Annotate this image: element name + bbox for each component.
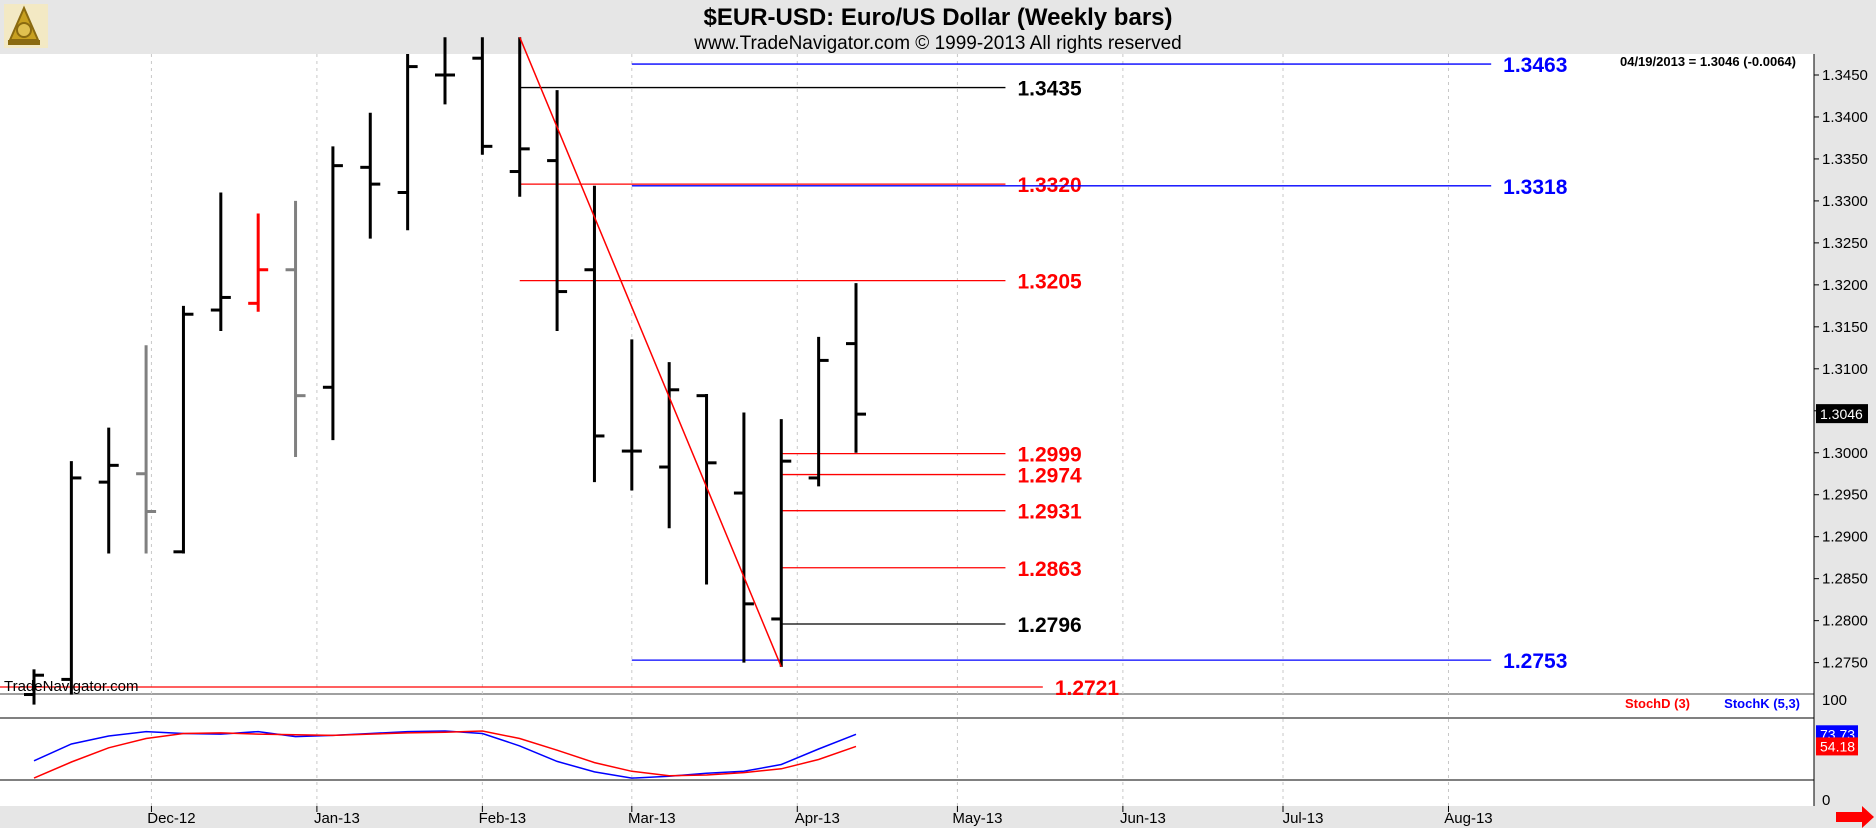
price-tick-label: 1.3400 <box>1822 109 1868 126</box>
month-label: Jun-13 <box>1120 810 1166 827</box>
level-label: 1.3318 <box>1503 176 1568 199</box>
ohlc-bar <box>621 339 642 491</box>
logo-icon <box>4 4 48 48</box>
price-tick-label: 1.3200 <box>1822 277 1868 294</box>
stoch-line <box>33 730 857 779</box>
ohlc-bar <box>547 90 568 332</box>
last-quote-label: 04/19/2013 = 1.3046 (-0.0064) <box>1620 54 1796 69</box>
date-axis: Dec-12 Jan-13 Feb-13 Mar-13 Apr-13 May-13 Jun-… <box>147 806 1493 827</box>
month-label: Mar-13 <box>628 810 676 827</box>
ohlc-bar <box>659 362 680 529</box>
right-axis-background <box>1814 54 1876 806</box>
price-tick-label: 1.3100 <box>1822 361 1868 378</box>
ohlc-bar <box>322 146 343 441</box>
price-tick-label: 1.3450 <box>1822 67 1868 84</box>
ohlc-bar <box>435 37 455 105</box>
price-tick-label: 1.3150 <box>1822 319 1868 336</box>
ohlc-bar <box>285 200 306 457</box>
last-price-badge <box>1816 404 1868 424</box>
level-label: 1.2863 <box>1017 558 1081 581</box>
ohlc-bar <box>808 336 829 487</box>
level-label: 1.2796 <box>1017 614 1081 637</box>
level-label: 1.3435 <box>1017 78 1082 101</box>
ohlc-bar <box>248 213 269 312</box>
chart-subtitle: www.TradeNavigator.com © 1999-2013 All r… <box>693 33 1181 54</box>
stoch-line <box>33 730 857 779</box>
last-price-label: 1.3046 <box>1820 406 1863 422</box>
price-tick-label: 1.3000 <box>1822 445 1868 462</box>
ohlc-bar <box>210 192 231 332</box>
price-tick-label: 1.2950 <box>1822 487 1868 504</box>
ohlc-bar <box>397 54 418 231</box>
ohlc-bar <box>173 305 194 554</box>
level-label: 1.2721 <box>1055 677 1120 700</box>
stoch-legend-label: StochK (5,3) <box>1724 696 1800 711</box>
level-label: 1.2999 <box>1017 444 1081 467</box>
level-label: 1.2931 <box>1017 501 1082 524</box>
ohlc-bar <box>136 345 157 554</box>
month-label: Jan-13 <box>314 810 360 827</box>
stoch-tick-label: 100 <box>1822 692 1847 709</box>
month-label: Dec-12 <box>147 810 195 827</box>
ohlc-bar <box>98 427 119 554</box>
price-tick-label: 1.2750 <box>1822 655 1868 672</box>
ohlc-bars <box>24 37 866 705</box>
chart-title: $EUR-USD: Euro/US Dollar (Weekly bars) <box>704 4 1173 31</box>
level-label: 1.3205 <box>1017 271 1082 294</box>
ohlc-bar <box>584 185 605 483</box>
price-tick-label: 1.3350 <box>1822 151 1868 168</box>
ohlc-bar <box>771 419 792 667</box>
ohlc-bar <box>509 37 530 197</box>
ohlc-bar <box>696 393 717 585</box>
price-axis: 1.2750 1.2800 1.2850 1.2900 1.2950 1.3000 1.30… <box>1813 54 1868 806</box>
ohlc-bar <box>472 37 493 155</box>
month-label: Jul-13 <box>1283 810 1324 827</box>
price-tick-label: 1.2800 <box>1822 613 1868 630</box>
level-label: 1.2974 <box>1017 465 1082 488</box>
price-panel <box>0 54 1814 692</box>
scroll-right-arrow-icon[interactable] <box>1836 806 1874 828</box>
month-label: Feb-13 <box>479 810 527 827</box>
price-tick-label: 1.2900 <box>1822 529 1868 546</box>
header-background <box>0 0 1876 54</box>
stoch-value-badge <box>1816 737 1858 756</box>
stoch-tick-label: 0 <box>1822 792 1830 809</box>
price-tick-label: 1.3300 <box>1822 193 1868 210</box>
month-label: Apr-13 <box>795 810 840 827</box>
price-tick-label: 1.2850 <box>1822 571 1868 588</box>
trendline <box>519 36 782 668</box>
stoch-legend-label: StochD (3) <box>1625 696 1690 711</box>
stoch-panel <box>0 696 1814 806</box>
ohlc-bar <box>733 412 754 663</box>
ohlc-bar <box>61 461 82 695</box>
bottom-axis-background <box>0 806 1876 828</box>
month-label: May-13 <box>952 810 1002 827</box>
ohlc-bar <box>846 283 866 453</box>
watermark: TradeNavigator.com <box>4 678 139 695</box>
stoch-value-label: 54.18 <box>1820 738 1855 754</box>
trendline-group <box>519 36 782 668</box>
price-tick-label: 1.3250 <box>1822 235 1868 252</box>
level-label: 1.3463 <box>1503 54 1567 77</box>
month-label: Aug-13 <box>1444 810 1492 827</box>
ohlc-bar <box>360 112 381 239</box>
level-label: 1.2753 <box>1503 650 1567 673</box>
ohlc-bar <box>24 669 44 705</box>
